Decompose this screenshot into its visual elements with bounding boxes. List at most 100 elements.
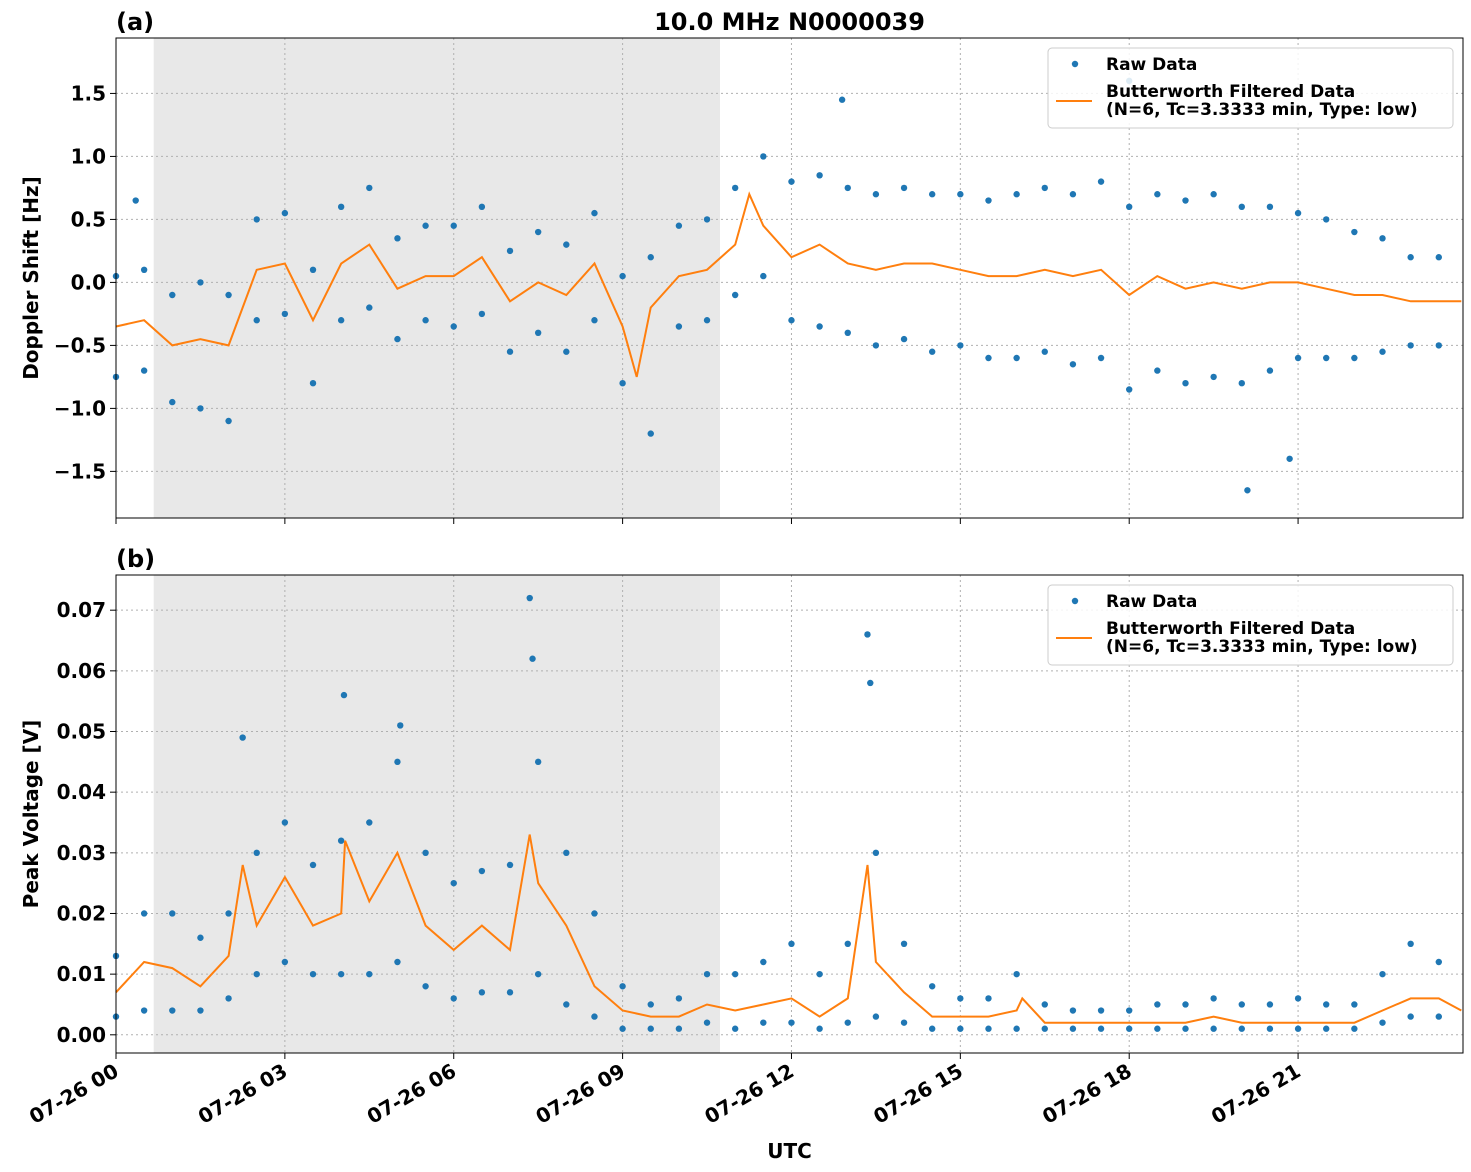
raw-point: [1407, 1013, 1414, 1020]
y-tick-label: −0.5: [54, 333, 106, 357]
raw-point: [132, 197, 139, 204]
raw-point: [928, 348, 936, 355]
raw-point: [478, 203, 486, 211]
raw-point: [394, 335, 401, 343]
raw-point: [703, 317, 711, 324]
raw-point: [1379, 348, 1386, 355]
raw-point: [1379, 1019, 1386, 1026]
raw-point: [816, 323, 823, 330]
raw-point: [957, 191, 964, 198]
raw-point: [450, 222, 457, 229]
legend-label: Butterworth Filtered Data (N=6, Tc=3.3333…: [1106, 619, 1418, 657]
raw-point: [675, 222, 683, 229]
y-tick-label: 0.04: [57, 780, 106, 804]
raw-point: [619, 379, 626, 387]
raw-point: [1294, 995, 1302, 1002]
raw-point: [1435, 254, 1442, 261]
raw-point: [647, 254, 654, 261]
raw-point: [591, 209, 598, 217]
raw-point: [591, 910, 598, 917]
raw-point: [1126, 1007, 1133, 1014]
raw-point: [1294, 354, 1302, 362]
raw-point: [1182, 1025, 1189, 1032]
raw-point: [1210, 373, 1217, 381]
raw-point: [760, 958, 767, 966]
raw-point: [1182, 379, 1189, 387]
raw-point: [816, 970, 823, 978]
raw-point: [140, 266, 148, 274]
raw-point: [309, 861, 317, 869]
raw-point: [760, 272, 767, 280]
raw-point: [1266, 367, 1274, 374]
raw-point: [506, 861, 514, 869]
legend-marker: [1071, 597, 1079, 605]
raw-point: [1286, 455, 1293, 462]
raw-point: [1013, 1025, 1020, 1032]
raw-point: [675, 995, 683, 1002]
raw-point: [478, 867, 486, 875]
y-tick-label: 0.03: [57, 841, 106, 865]
raw-point: [1379, 970, 1386, 978]
raw-point: [1323, 216, 1330, 223]
raw-point: [1182, 1001, 1189, 1008]
raw-point: [253, 216, 260, 223]
raw-point: [1435, 1013, 1442, 1020]
raw-point: [1069, 361, 1077, 368]
raw-point: [366, 184, 373, 192]
x-tick-label: 07-26 21: [1207, 1059, 1305, 1129]
raw-point: [591, 1013, 598, 1020]
raw-point: [253, 317, 260, 324]
x-tick-label: 07-26 00: [25, 1059, 123, 1129]
raw-point: [985, 354, 992, 362]
raw-point: [900, 1019, 908, 1026]
legend-label: Raw Data: [1106, 592, 1197, 612]
x-tick-label: 07-26 03: [194, 1059, 292, 1129]
raw-point: [1435, 958, 1442, 966]
raw-point: [1266, 1001, 1274, 1008]
raw-point: [1238, 1025, 1245, 1032]
raw-point: [1379, 235, 1386, 242]
panel-label: (a): [116, 8, 154, 36]
y-tick-label: 0.00: [57, 1023, 106, 1047]
raw-point: [239, 734, 246, 741]
raw-point: [1323, 354, 1330, 362]
raw-point: [675, 1025, 683, 1032]
raw-point: [703, 970, 711, 978]
raw-point: [1210, 995, 1217, 1002]
raw-point: [1266, 203, 1274, 211]
raw-point: [1266, 1025, 1274, 1032]
raw-point: [1041, 1025, 1048, 1032]
raw-point: [788, 1019, 795, 1026]
raw-point: [1154, 1001, 1161, 1008]
raw-point: [867, 679, 874, 687]
raw-point: [225, 995, 232, 1002]
raw-point: [1126, 386, 1133, 393]
shaded-span: [153, 575, 720, 1053]
raw-point: [1013, 354, 1020, 362]
filtered-line: [115, 834, 1462, 1024]
raw-point: [957, 995, 964, 1002]
raw-point: [534, 329, 542, 337]
raw-point: [1097, 1025, 1105, 1032]
raw-point: [337, 970, 345, 978]
raw-point: [1210, 1025, 1217, 1032]
raw-point: [957, 1025, 964, 1032]
raw-point: [872, 191, 880, 198]
raw-point: [1097, 1007, 1105, 1014]
raw-point: [1351, 354, 1358, 362]
raw-point: [450, 323, 457, 330]
raw-point: [985, 995, 992, 1002]
raw-point: [478, 989, 486, 996]
legend-marker: [1071, 60, 1079, 68]
x-axis-label: UTC: [767, 1139, 812, 1163]
raw-point: [394, 235, 401, 242]
raw-point: [1126, 203, 1133, 211]
raw-point: [1210, 191, 1217, 198]
raw-point: [1294, 1025, 1302, 1032]
raw-point: [619, 272, 626, 280]
raw-point: [169, 291, 176, 299]
raw-point: [957, 342, 964, 349]
raw-point: [450, 995, 457, 1002]
y-tick-label: 0.05: [57, 720, 106, 744]
